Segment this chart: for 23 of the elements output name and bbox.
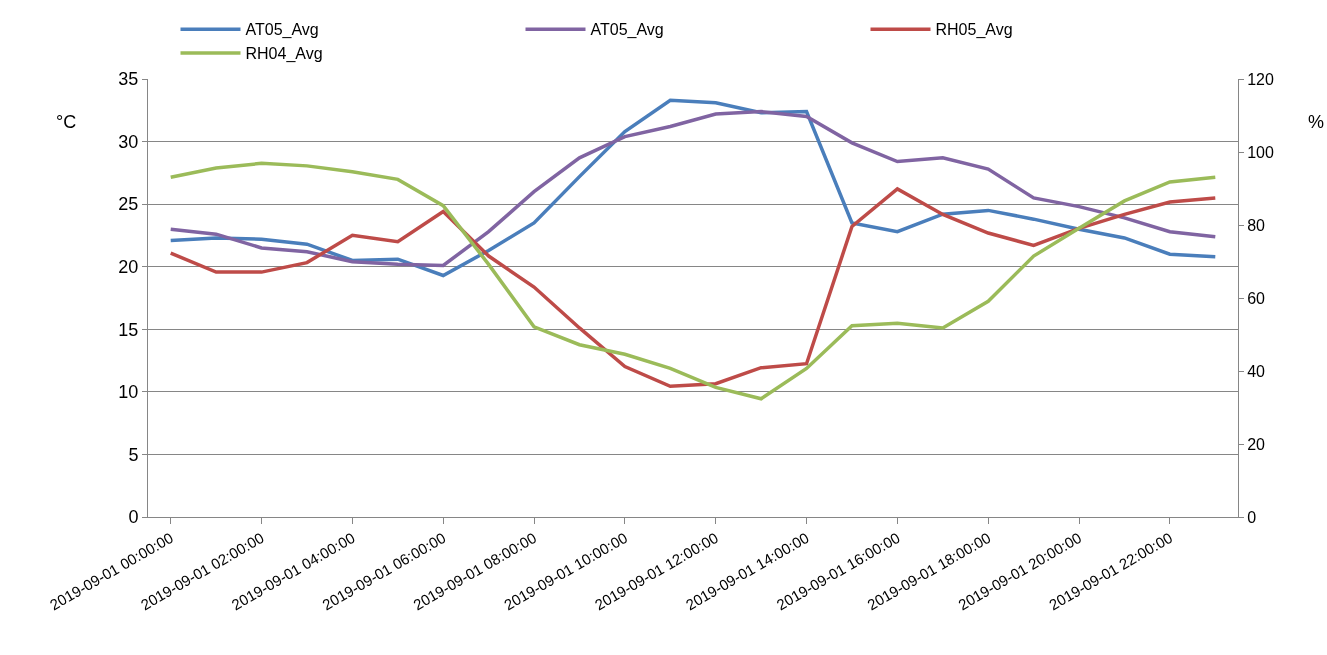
y-tick-label: 25 [118,194,139,215]
y-axis-title: °C [56,112,77,132]
legend-label: RH04_Avg [245,45,323,64]
y2-tick-label: 40 [1247,362,1266,380]
legend-label: RH05_Avg [935,21,1013,40]
line-series [168,187,1218,389]
y-tick-label: 0 [128,507,139,528]
y-tick-label: 20 [118,257,139,278]
y2-tick-label: 80 [1247,216,1266,234]
y-tick-label: 15 [118,319,139,340]
y2-tick-label: 100 [1247,143,1274,161]
y2-tick-label: 120 [1247,70,1274,88]
legend-label: AT05_Avg [590,21,664,40]
y-tick-label: 5 [128,444,139,465]
y2-tick-label: 0 [1247,508,1257,526]
y2-axis-title: % [1308,112,1325,132]
y-tick-label: 35 [118,69,139,90]
y2-tick-label: 20 [1247,435,1266,453]
legend-label: AT05_Avg [245,21,319,40]
y2-tick-label: 60 [1247,289,1266,307]
y-tick-label: 10 [118,382,139,403]
y-tick-label: 30 [118,131,139,152]
line-series [168,161,1218,401]
